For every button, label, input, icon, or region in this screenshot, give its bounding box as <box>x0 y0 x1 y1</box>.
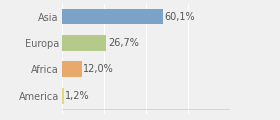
Text: 60,1%: 60,1% <box>164 12 195 22</box>
Bar <box>62 9 163 24</box>
Text: 26,7%: 26,7% <box>108 38 139 48</box>
Bar <box>62 35 106 51</box>
Text: 1,2%: 1,2% <box>65 91 90 101</box>
Text: 12,0%: 12,0% <box>83 64 114 74</box>
Bar <box>62 61 82 77</box>
Bar <box>62 88 64 104</box>
